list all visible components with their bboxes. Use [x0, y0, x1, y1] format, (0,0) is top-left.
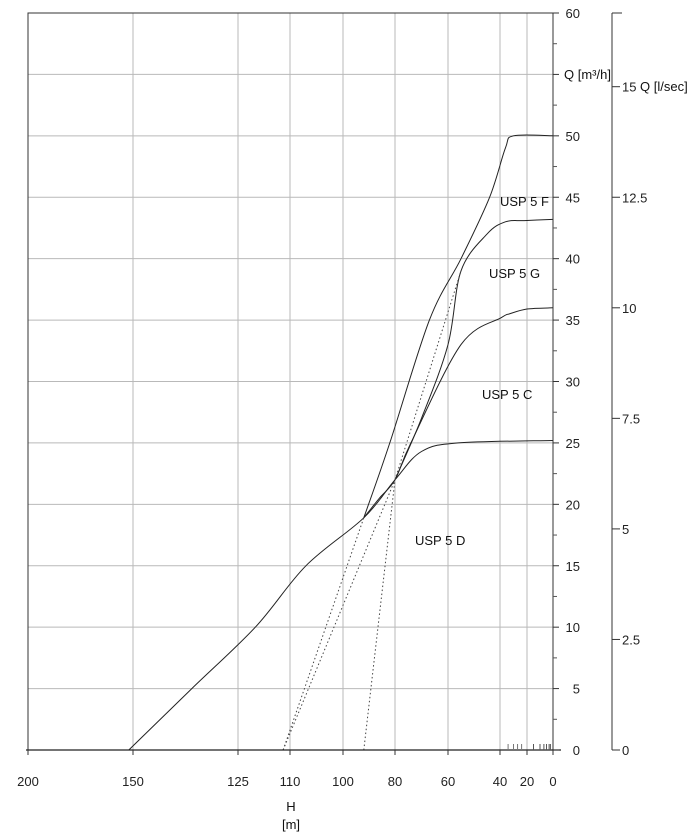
y-tick-label: 45 — [566, 190, 580, 205]
y-tick-label: 50 — [566, 129, 580, 144]
y-axis-title: Q [m³/h] — [564, 67, 611, 82]
curve-usp-5-g — [394, 218, 554, 480]
y-axis-secondary-title: Q [l/sec] — [640, 79, 688, 94]
dotted-guide-line — [363, 270, 462, 751]
x-tick-label: 80 — [388, 774, 402, 789]
y-tick-label: 10 — [566, 620, 580, 635]
x-tick-label: 150 — [122, 774, 144, 789]
y-tick-label: 0 — [573, 743, 580, 758]
dotted-guide-line — [282, 479, 396, 751]
x-tick-label: 0 — [549, 774, 556, 789]
y2-tick-label: 12.5 — [622, 190, 647, 205]
y2-tick-label: 0 — [622, 743, 629, 758]
y2-tick-label: 15 — [622, 80, 636, 95]
series-label-usp-5-c: USP 5 C — [482, 387, 532, 402]
y-tick-label: 5 — [573, 682, 580, 697]
x-tick-label: 40 — [493, 774, 507, 789]
y2-tick-label: 5 — [622, 522, 629, 537]
y-tick-label: 35 — [566, 313, 580, 328]
y-tick-label: 30 — [566, 375, 580, 390]
x-tick-label: 100 — [332, 774, 354, 789]
x-tick-label: 110 — [280, 774, 301, 789]
dotted-guide-line — [282, 517, 365, 751]
x-tick-label: 200 — [17, 774, 39, 789]
series-label-usp-5-d: USP 5 D — [415, 533, 465, 548]
grid — [27, 12, 554, 751]
y-tick-label: 60 — [566, 6, 580, 21]
curve-usp-5-f — [363, 134, 554, 518]
y2-tick-label: 2.5 — [622, 632, 640, 647]
curve-usp-5-d — [128, 440, 554, 751]
y-tick-label: 15 — [566, 559, 580, 574]
axes: 200 150 125 110 100 80 60 40 20 00510152025303540… — [17, 6, 647, 789]
x-axis-title-line1: H — [286, 799, 295, 814]
y-tick-label: 40 — [566, 252, 580, 267]
x-axis-title-line2: [m] — [282, 817, 300, 832]
x-tick-label: 20 — [520, 774, 534, 789]
performance-curves — [128, 134, 554, 751]
y-tick-label: 25 — [566, 436, 580, 451]
series-label-usp-5-g: USP 5 G — [489, 266, 540, 281]
series-label-usp-5-f: USP 5 F — [500, 194, 549, 209]
y2-tick-label: 10 — [622, 301, 636, 316]
y2-tick-label: 7.5 — [622, 411, 640, 426]
x-tick-label: 125 — [227, 774, 249, 789]
x-tick-label: 60 — [441, 774, 455, 789]
y-tick-label: 20 — [566, 497, 580, 512]
